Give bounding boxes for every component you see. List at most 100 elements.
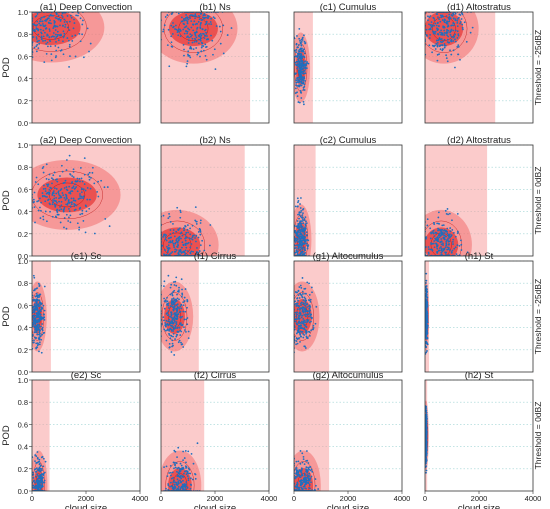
scatter-point: [177, 466, 180, 469]
scatter-point: [161, 323, 163, 325]
scatter-point: [180, 485, 183, 488]
scatter-point: [45, 52, 48, 55]
scatter-point: [302, 65, 305, 68]
scatter-point: [425, 445, 428, 448]
scatter-point: [190, 35, 192, 38]
scatter-point: [192, 462, 195, 465]
scatter-point: [194, 17, 196, 20]
scatter-point: [179, 329, 182, 332]
scatter-point: [175, 298, 178, 301]
scatter-point: [302, 336, 305, 339]
scatter-point: [294, 232, 297, 234]
scatter-point: [438, 236, 441, 239]
scatter-point: [174, 241, 177, 244]
scatter-point: [33, 311, 36, 314]
scatter-point: [297, 60, 300, 63]
scatter-point: [434, 48, 437, 50]
scatter-point: [310, 481, 312, 484]
scatter-point: [305, 234, 308, 237]
y-tick-label: 0.2: [18, 230, 28, 239]
scatter-point: [163, 307, 166, 310]
scatter-point: [48, 39, 51, 42]
scatter-point: [177, 12, 180, 15]
scatter-point: [39, 217, 42, 219]
scatter-point: [314, 322, 317, 325]
scatter-point: [167, 323, 170, 326]
scatter-point: [39, 206, 41, 209]
scatter-point: [309, 300, 312, 303]
row-threshold-label: Threshold = -25dBZ: [533, 30, 543, 105]
x-tick-label: 0: [159, 494, 163, 503]
panel-f1: (f1) Cirrus: [160, 251, 270, 373]
scatter-point: [425, 329, 428, 332]
panel-frame: [293, 260, 403, 373]
panel-g1: (g1) Altocumulus: [293, 251, 403, 373]
scatter-point: [172, 242, 175, 245]
scatter-point: [296, 64, 299, 67]
scatter-point: [74, 183, 76, 186]
scatter-point: [200, 12, 203, 15]
scatter-points: [32, 154, 111, 235]
scatter-point: [192, 48, 195, 51]
kde-contour-core: [168, 12, 218, 47]
scatter-point: [439, 31, 441, 34]
scatter-point: [42, 465, 45, 468]
scatter-point: [302, 103, 305, 106]
scatter-point: [429, 248, 432, 251]
scatter-point: [303, 254, 306, 256]
scatter-point: [184, 237, 186, 240]
scatter-point: [456, 19, 459, 22]
scatter-point: [295, 244, 298, 246]
scatter-point: [172, 281, 175, 283]
scatter-point: [169, 286, 172, 289]
y-tick-label: 0.4: [18, 208, 28, 217]
scatter-point: [440, 230, 443, 233]
scatter-point: [51, 215, 54, 218]
scatter-point: [432, 242, 435, 245]
scatter-point: [180, 252, 183, 254]
scatter-point: [177, 480, 180, 483]
scatter-point: [91, 171, 94, 174]
scatter-point: [205, 46, 207, 49]
scatter-point: [447, 237, 450, 240]
scatter-point: [300, 91, 303, 94]
scatter-point: [177, 313, 180, 316]
scatter-point: [48, 15, 51, 18]
scatter-point: [430, 24, 433, 26]
scatter-point: [200, 34, 203, 37]
scatter-point: [180, 341, 182, 344]
scatter-point: [38, 329, 41, 332]
scatter-point: [312, 326, 315, 329]
scatter-point: [201, 45, 203, 47]
scatter-point: [34, 221, 36, 224]
scatter-point: [49, 14, 52, 16]
scatter-point: [301, 72, 304, 75]
scatter-point: [300, 239, 303, 242]
scatter-point: [34, 300, 37, 302]
scatter-point: [40, 209, 42, 212]
scatter-point: [300, 68, 302, 71]
scatter-point: [425, 317, 428, 319]
scatter-point: [448, 41, 451, 44]
scatter-point: [172, 332, 175, 335]
scatter-point: [433, 235, 436, 238]
scatter-point: [433, 31, 436, 33]
scatter-point: [307, 475, 310, 477]
scatter-point: [191, 224, 194, 227]
plot-area: [32, 380, 50, 491]
scatter-point: [42, 218, 45, 221]
scatter-point: [170, 35, 173, 38]
scatter-point: [439, 20, 442, 23]
scatter-point: [297, 327, 300, 329]
scatter-point: [308, 310, 311, 312]
scatter-point: [425, 429, 428, 432]
scatter-point: [426, 288, 428, 291]
scatter-point: [461, 26, 464, 29]
scatter-point: [295, 332, 298, 335]
scatter-point: [443, 38, 446, 41]
scatter-point: [177, 487, 179, 490]
x-tick-label: 4000: [394, 494, 411, 503]
scatter-point: [301, 320, 303, 323]
scatter-point: [63, 226, 65, 229]
scatter-point: [178, 249, 181, 252]
